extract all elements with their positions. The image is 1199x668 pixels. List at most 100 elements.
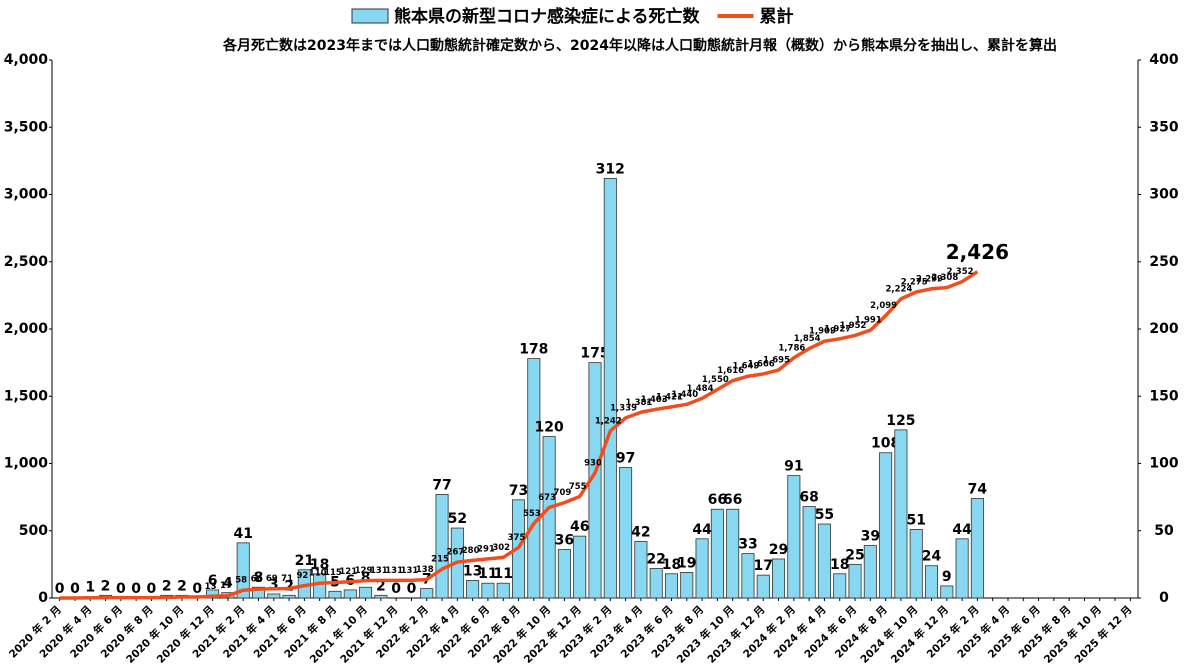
y-tick-label: 3,500 [4, 119, 49, 135]
y-tick-label: 0 [38, 590, 48, 606]
line-value-label: 131 [370, 566, 388, 576]
line-value-label: 2,352 [947, 267, 974, 277]
line-value-label: 1,421 [656, 392, 683, 402]
bar-value-label: 97 [616, 451, 635, 467]
line-value-label: 2,099 [870, 301, 897, 311]
bar [603, 177, 617, 599]
bar [909, 529, 923, 599]
bar [680, 572, 694, 599]
line-value-label: 673 [538, 493, 556, 503]
x-tick-label: 2022 年 8 月 [465, 603, 523, 661]
bar-value-label: 120 [534, 420, 563, 436]
x-tick-label: 2023 年 8 月 [649, 603, 707, 661]
bar [817, 523, 831, 599]
line-value-label: 930 [584, 458, 602, 468]
bar [343, 589, 357, 599]
bar [772, 558, 786, 599]
line-value-label: 1,381 [625, 398, 652, 408]
bar-value-label: 17 [754, 558, 773, 574]
bar-value-label: 51 [906, 512, 925, 528]
x-tick-label: 2020 年 6 月 [67, 603, 125, 661]
bar-value-label: 13 [463, 564, 482, 580]
bar [924, 565, 939, 599]
bar [420, 588, 434, 599]
bar [894, 429, 908, 599]
line-value-label: 215 [431, 555, 449, 565]
x-tick-label: 2022 年 4 月 [404, 603, 462, 661]
y2-tick-label: 300 [1149, 187, 1178, 203]
line-value-label: 1,927 [824, 324, 851, 334]
line-value-label: 1,786 [778, 343, 805, 353]
bar-value-label: 18 [662, 557, 681, 573]
line-value-label: 69 [266, 574, 278, 584]
bar-value-label: 22 [646, 551, 665, 567]
bar-value-label: 24 [922, 549, 942, 565]
x-tick-label: 2020 年 8 月 [98, 603, 156, 661]
bar [940, 585, 954, 599]
x-tick-label: 2023 年 4 月 [588, 603, 646, 661]
line-value-label: 131 [385, 566, 403, 576]
line-value-label: 1,909 [809, 327, 836, 337]
bar-value-label: 77 [432, 477, 451, 493]
bar-value-label: 1 [85, 580, 95, 596]
y-tick-label: 4,000 [4, 52, 49, 68]
line-value-label: 2,275 [901, 278, 928, 288]
bar-value-label: 2 [284, 578, 294, 594]
x-tick-label: 2020 年 4 月 [37, 603, 95, 661]
line-value-label: 131 [401, 566, 419, 576]
bar [282, 594, 296, 599]
bar-value-label: 0 [55, 581, 65, 597]
bar-value-label: 0 [407, 581, 417, 597]
bar-value-label: 8 [254, 570, 264, 586]
x-tick-label: 2025 年 8 月 [1016, 603, 1074, 661]
bar [435, 494, 449, 599]
bar [863, 545, 877, 599]
bar-value-label: 108 [871, 436, 900, 452]
y2-tick-label: 200 [1149, 321, 1178, 337]
bar [496, 582, 510, 599]
line-value-label: 2,224 [885, 284, 912, 294]
chart-subtitle: 各月死亡数は2023年までは人口動態統計確定数から、2024年以降は人口動態統計… [222, 37, 1057, 54]
bar-value-label: 11 [493, 566, 512, 582]
bar [634, 541, 648, 599]
line-value-label: 1,649 [733, 362, 760, 372]
bar [741, 553, 755, 599]
bar-value-label: 3 [269, 577, 279, 593]
line-value-label: 1,616 [717, 366, 744, 376]
line-value-label: 755 [569, 482, 587, 492]
x-tick-label: 2021 年 8 月 [282, 603, 340, 661]
line-value-label: 1,666 [748, 359, 775, 369]
line-value-label: 553 [523, 509, 541, 519]
bar [619, 467, 633, 599]
bar [466, 580, 480, 599]
legend-label: 熊本県の新型コロナ感染症による死亡数 [394, 6, 700, 27]
bar-value-label: 66 [708, 492, 727, 508]
line-value-label: 129 [355, 566, 373, 576]
line-value-label: 138 [416, 565, 434, 575]
bar [879, 452, 893, 599]
line-value-label: 121 [339, 567, 357, 577]
line-value-label: 1,339 [610, 403, 637, 413]
line-value-label: 1,952 [840, 321, 867, 331]
y2-tick-label: 400 [1149, 52, 1178, 68]
bar-value-label: 73 [509, 483, 528, 499]
bar-value-label: 39 [861, 529, 880, 545]
bar [573, 535, 587, 599]
bar-value-label: 66 [723, 492, 742, 508]
y2-tick-label: 350 [1149, 119, 1178, 135]
bar [848, 563, 862, 599]
bar-value-label: 2 [101, 578, 111, 594]
line-value-label: 17 [220, 581, 232, 591]
bar [955, 538, 969, 599]
line-value-label: 280 [462, 546, 480, 556]
bar [802, 506, 816, 599]
bar-value-label: 2 [177, 578, 187, 594]
x-tick-label: 2023 年 6 月 [618, 603, 676, 661]
x-tick-label: 2022 年 6 月 [435, 603, 493, 661]
bar-value-label: 44 [952, 522, 972, 538]
x-tick-label: 2021 年 2 月 [190, 603, 248, 661]
line-value-label: 267 [446, 548, 464, 558]
line-value-label: 110 [309, 569, 327, 579]
line-value-label: 58 [235, 576, 247, 586]
bar-value-label: 0 [116, 581, 126, 597]
